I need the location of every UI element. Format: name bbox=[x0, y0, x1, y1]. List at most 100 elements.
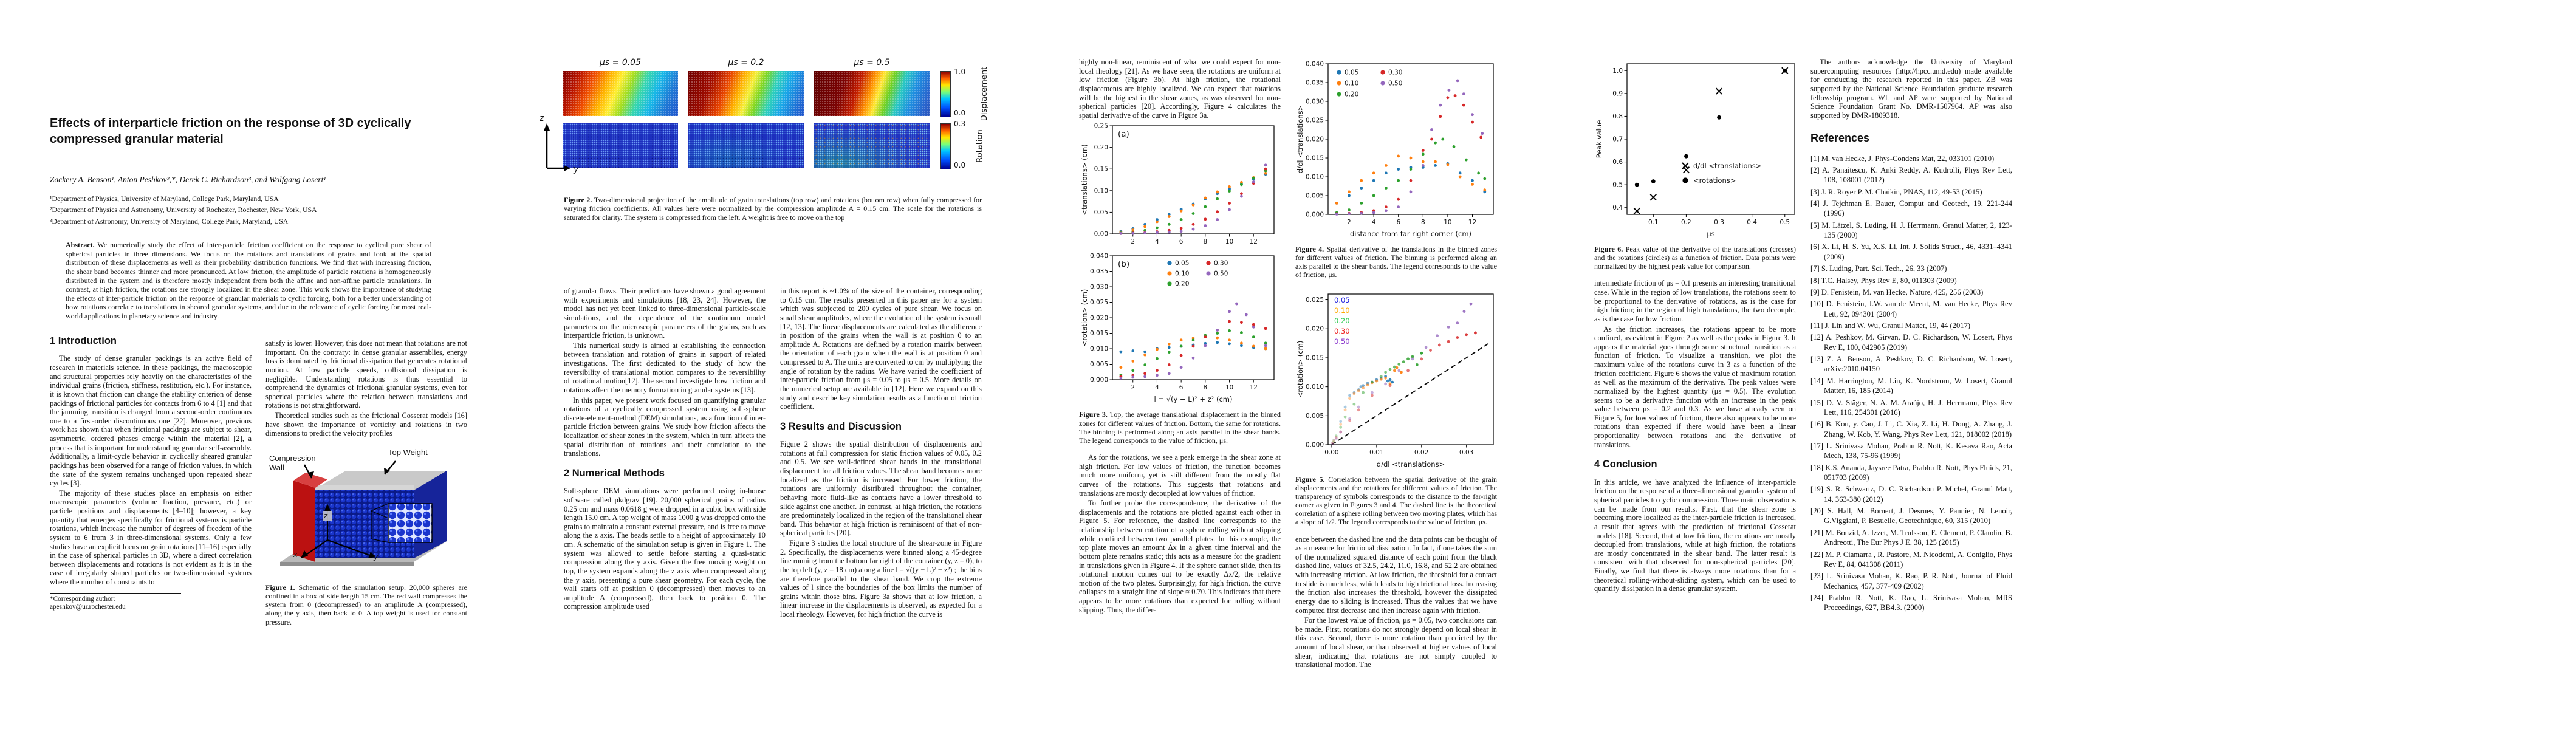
svg-text:0.30: 0.30 bbox=[1388, 69, 1402, 77]
svg-text:0.1: 0.1 bbox=[1648, 219, 1659, 226]
heatmap-displacement-mu05 bbox=[814, 71, 930, 116]
reference-item: [19] S. R. Schwartz, D. C. Richardson P.… bbox=[1810, 485, 2012, 504]
svg-text:0.10: 0.10 bbox=[1094, 188, 1108, 195]
reference-item: [18] K.S. Ananda, Jaysree Patra, Prabhu … bbox=[1810, 463, 2012, 482]
svg-text:0.025: 0.025 bbox=[1306, 117, 1324, 125]
reference-item: [6] X. Li, H. S. Yu, X.S. Li, Int. J. So… bbox=[1810, 242, 2012, 261]
svg-text:10: 10 bbox=[1225, 238, 1233, 245]
fig2-y-label: y bbox=[574, 165, 579, 174]
page1-left-column: 1 Introduction The study of dense granul… bbox=[50, 335, 252, 673]
svg-text:2: 2 bbox=[1131, 238, 1135, 245]
svg-text:12: 12 bbox=[1468, 219, 1476, 226]
body-paragraph: ence between the dashed line and the dat… bbox=[1295, 535, 1497, 615]
svg-text:0.6: 0.6 bbox=[1612, 159, 1623, 166]
abstract-text: We numerically study the effect of inter… bbox=[66, 241, 431, 320]
svg-text:0.30: 0.30 bbox=[1214, 260, 1228, 267]
affiliation-3: ³Department of Astronomy, University of … bbox=[50, 216, 289, 225]
svg-text:0.4: 0.4 bbox=[1747, 219, 1757, 226]
svg-text:0.015: 0.015 bbox=[1090, 330, 1108, 337]
reference-item: [12] A. Peshkov, M. Girvan, D. C. Richar… bbox=[1810, 333, 2012, 352]
body-paragraph: To further probe the correspondence, the… bbox=[1079, 499, 1281, 614]
svg-text:0.2: 0.2 bbox=[1681, 219, 1691, 226]
reference-item: [24] Prabhu R. Nott, K. Rao, L. Srinivas… bbox=[1810, 593, 2012, 612]
svg-text:2: 2 bbox=[1131, 384, 1135, 391]
abstract: Abstract. We numerically study the effec… bbox=[66, 241, 431, 321]
reference-item: [22] M. P. Ciamarra , R. Pastore, M. Nic… bbox=[1810, 550, 2012, 569]
figure-4-caption: Figure 4. Spatial derivative of the tran… bbox=[1295, 245, 1497, 279]
svg-text:0.010: 0.010 bbox=[1306, 174, 1324, 181]
displacement-colorbar-label: Displacement bbox=[980, 66, 990, 122]
heatmap-rotation-mu005 bbox=[563, 123, 678, 168]
rotation-colorbar-max: 0.3 bbox=[954, 120, 966, 128]
heatmap-displacement-mu02 bbox=[688, 71, 804, 116]
svg-text:0.010: 0.010 bbox=[1090, 346, 1108, 353]
svg-text:10: 10 bbox=[1225, 384, 1233, 391]
body-paragraph: Figure 3 studies the local structure of … bbox=[780, 539, 982, 619]
svg-text:<translations> (cm): <translations> (cm) bbox=[1080, 145, 1089, 216]
svg-text:0.10: 0.10 bbox=[1334, 306, 1350, 315]
displacement-colorbar-max: 1.0 bbox=[954, 67, 966, 76]
svg-text:0.05: 0.05 bbox=[1334, 296, 1350, 304]
reference-item: [3] J. R. Royer P. M. Chaikin, PNAS, 112… bbox=[1810, 187, 1982, 196]
abstract-label: Abstract. bbox=[66, 241, 95, 249]
svg-text:0.00: 0.00 bbox=[1094, 231, 1108, 238]
svg-text:0.5: 0.5 bbox=[1780, 219, 1790, 226]
body-paragraph: in this report is ~1.0% of the size of t… bbox=[780, 287, 982, 411]
svg-text:8: 8 bbox=[1204, 238, 1208, 245]
reference-item: [7] S. Luding, Part. Sci. Tech., 26, 33 … bbox=[1810, 264, 1947, 273]
body-paragraph: The study of dense granular packings is … bbox=[50, 354, 252, 488]
svg-text:Peak value: Peak value bbox=[1595, 120, 1603, 158]
svg-text:12: 12 bbox=[1250, 238, 1258, 245]
references-list: [1] M. van Hecke, J. Phys-Condens Mat, 2… bbox=[1810, 154, 2012, 613]
svg-text:0.000: 0.000 bbox=[1090, 377, 1108, 384]
svg-text:0.035: 0.035 bbox=[1090, 268, 1108, 275]
page3-right-column: 2 4 6 8 10 12 0.000 0.005 0.010 0.015 0.020 0.025 0.… bbox=[1295, 58, 1497, 674]
reference-item: [17] L. Srinivasa Mohan, Prabhu R. Nott,… bbox=[1810, 441, 2012, 460]
reference-item: [13] Z. A. Benson, A. Peshkov, D. C. Ric… bbox=[1810, 355, 2012, 374]
figure-3b-rotations-chart: 2 4 6 8 10 12 0.000 0.005 0.010 0.015 0.020 0.025 0.… bbox=[1080, 251, 1280, 406]
body-paragraph: satisfy is lower. However, this does not… bbox=[265, 339, 467, 410]
x-axis-arrow bbox=[304, 539, 328, 556]
body-paragraph: Theoretical studies such as the friction… bbox=[265, 411, 467, 438]
rotation-colorbar-label: Rotation bbox=[975, 129, 985, 163]
svg-text:0.25: 0.25 bbox=[1094, 123, 1108, 130]
fig2-panel-title-3: μs = 0.5 bbox=[854, 58, 890, 67]
inset-zoom-cube bbox=[388, 503, 433, 543]
svg-text:0.30: 0.30 bbox=[1334, 327, 1350, 335]
svg-text:0.15: 0.15 bbox=[1094, 166, 1108, 173]
svg-text:0.015: 0.015 bbox=[1306, 354, 1324, 361]
reference-item: [10] D. Fenistein, J.W. van de Meent, M.… bbox=[1810, 299, 2012, 318]
y-axis-arrow bbox=[327, 539, 372, 556]
svg-text:4: 4 bbox=[1372, 219, 1376, 226]
svg-text:<rotations>: <rotations> bbox=[1693, 176, 1736, 185]
body-paragraph: The majority of these studies place an e… bbox=[50, 488, 252, 587]
page2-left-column: of granular flows. Their predictions hav… bbox=[564, 287, 766, 676]
svg-text:0.005: 0.005 bbox=[1306, 193, 1324, 200]
svg-text:0.20: 0.20 bbox=[1345, 91, 1358, 98]
reference-item: [16] B. Kou, y. Cao, J. Li, C. Xia, Z. L… bbox=[1810, 420, 2012, 439]
figure-2-heatmaps: μs = 0.05 μs = 0.2 μs = 0.5 1.0 0.0 Disp… bbox=[515, 58, 1030, 191]
reference-item: [5] M. Lätzel, S. Luding, H. J. Herrmann… bbox=[1810, 221, 2012, 240]
svg-text:0.50: 0.50 bbox=[1214, 270, 1228, 278]
svg-text:0.00: 0.00 bbox=[1324, 449, 1338, 456]
section-heading-results: 3 Results and Discussion bbox=[780, 420, 902, 432]
page-3: highly non-linear, reminiscent of what w… bbox=[1030, 0, 1546, 729]
svg-text:1.0: 1.0 bbox=[1612, 67, 1623, 75]
svg-text:4: 4 bbox=[1155, 238, 1159, 245]
svg-text:4: 4 bbox=[1155, 384, 1159, 391]
svg-text:0.5: 0.5 bbox=[1612, 182, 1623, 189]
svg-text:10: 10 bbox=[1444, 219, 1451, 226]
reference-item: [9] D. Fenistein, M. van Hecke, Nature, … bbox=[1810, 287, 1984, 296]
svg-text:(a): (a) bbox=[1118, 129, 1129, 139]
body-paragraph: As the friction increases, the rotations… bbox=[1594, 324, 1796, 449]
svg-text:0.7: 0.7 bbox=[1612, 136, 1623, 143]
body-paragraph: As for the rotations, we see a peak emer… bbox=[1079, 453, 1281, 498]
svg-text:0.8: 0.8 bbox=[1612, 113, 1623, 120]
section-heading-introduction: 1 Introduction bbox=[50, 335, 117, 346]
svg-text:0.50: 0.50 bbox=[1388, 80, 1402, 87]
svg-text:μs: μs bbox=[1707, 230, 1714, 238]
svg-text:0.05: 0.05 bbox=[1094, 209, 1108, 216]
x-axis-label: x bbox=[293, 549, 298, 559]
fig2-panel-title-2: μs = 0.2 bbox=[728, 58, 764, 67]
svg-text:<rotation> (cm): <rotation> (cm) bbox=[1296, 340, 1304, 398]
